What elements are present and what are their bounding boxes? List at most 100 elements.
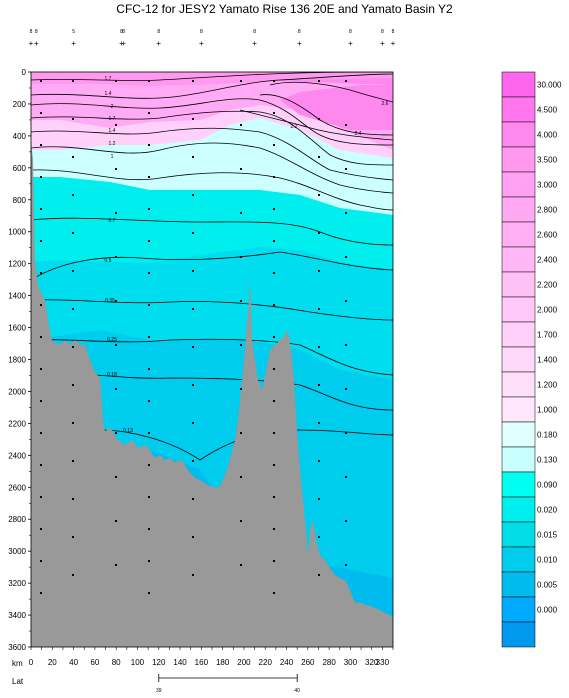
y-tick-label: 0 (22, 68, 27, 77)
sample-dot (240, 124, 242, 126)
color-swatch (501, 346, 536, 373)
color-swatch (501, 171, 536, 198)
sample-dot (240, 476, 242, 478)
station-plus: + (199, 39, 204, 48)
sample-dot (148, 80, 150, 82)
sample-dot (345, 476, 347, 478)
x-tick-label: 300 (344, 658, 358, 667)
contour-1-4 (31, 73, 393, 99)
contour-label: 1.7 (105, 76, 112, 82)
contour-label: 1.4 (105, 91, 112, 97)
y-tick-label: 3400 (8, 611, 26, 620)
sample-dot (148, 560, 150, 562)
y-tick-label: 1000 (8, 228, 26, 237)
sample-dot (40, 80, 42, 82)
x-tick-label: 40 (69, 658, 78, 667)
color-swatch (501, 471, 536, 498)
station-plus: + (252, 39, 257, 48)
sample-dot (192, 308, 194, 310)
sample-dot (240, 168, 242, 170)
sample-dot (148, 528, 150, 530)
y-tick-label: 1600 (8, 324, 26, 333)
sample-dot (72, 422, 74, 424)
sample-dot (318, 384, 320, 386)
sample-dot (192, 194, 194, 196)
station-plus: + (348, 39, 353, 48)
lat-tick-label: 40 (294, 688, 300, 694)
station-label: 8 (157, 29, 160, 35)
y-tick-label: 3000 (8, 547, 26, 556)
sample-dot (115, 124, 117, 126)
sample-dot (192, 156, 194, 158)
sample-dot (345, 168, 347, 170)
contour-label: 2.6 (382, 101, 389, 107)
sample-dot (148, 336, 150, 338)
zone-pink-mid (31, 72, 393, 150)
sample-dot (115, 564, 117, 566)
y-tick-label: 400 (13, 132, 27, 141)
contour-2-2 (239, 109, 393, 141)
station-label: 8 (392, 29, 395, 35)
sample-dot (115, 520, 117, 522)
sample-dot (273, 80, 275, 82)
sample-dot (345, 564, 347, 566)
color-swatch (501, 196, 536, 223)
contour-2 (31, 98, 393, 146)
sample-dot (72, 460, 74, 462)
sample-dot (148, 400, 150, 402)
sample-dot (40, 400, 42, 402)
x-tick-label: 20 (48, 658, 57, 667)
y-tick-label: 1400 (8, 292, 26, 301)
color-scale-label: 4.500 (537, 106, 558, 115)
x-tick-label: 160 (195, 658, 209, 667)
contour-0-5 (31, 251, 393, 281)
sample-dot (148, 464, 150, 466)
sample-dot (273, 336, 275, 338)
station-plus: + (121, 39, 126, 48)
color-scale-label: 1.700 (537, 331, 558, 340)
contour-2-6 (269, 81, 393, 103)
color-swatch (501, 71, 536, 98)
sample-dot (115, 80, 117, 82)
sample-dot (192, 80, 194, 82)
station-label: 8 (298, 29, 301, 35)
color-swatch (501, 121, 536, 148)
y-tick-label: 2600 (8, 483, 26, 492)
color-scale-label: 2.600 (537, 231, 558, 240)
station-plus: + (156, 39, 161, 48)
color-swatch (501, 546, 536, 573)
contour-label: 1.2 (109, 141, 116, 147)
x-tick-label: 220 (259, 658, 273, 667)
sample-dot (318, 498, 320, 500)
sample-dot (40, 464, 42, 466)
station-plus: + (34, 39, 39, 48)
color-scale: 30.000 4.500 4.000 3.500 3.000 2.800 2.600 2.40… (501, 71, 562, 648)
sample-dot (148, 208, 150, 210)
station-label: 8 (120, 29, 123, 35)
sample-dot (72, 308, 74, 310)
lat-axis: 39 40 (156, 674, 300, 694)
sample-dot (273, 240, 275, 242)
sample-dots (40, 80, 347, 594)
zone-pink-dark (31, 72, 393, 130)
sample-dot (40, 112, 42, 114)
contour-label: 0.25 (107, 337, 117, 343)
color-scale-label: 3.000 (537, 181, 558, 190)
contour-label: 1 (111, 154, 114, 160)
sample-dot (115, 256, 117, 258)
sample-dot (40, 528, 42, 530)
color-scale-label: 1.000 (537, 406, 558, 415)
x-tick-label: 240 (280, 658, 294, 667)
station-label: 5 (72, 29, 75, 35)
station-label: 8 (381, 29, 384, 35)
sample-dot (192, 574, 194, 576)
sample-dot (345, 300, 347, 302)
station-label: 8 (200, 29, 203, 35)
color-scale-label: 30.000 (537, 81, 562, 90)
color-swatch (501, 521, 536, 548)
sample-dot (240, 564, 242, 566)
contour-label: 0.13 (123, 428, 133, 434)
x-tick-label: 80 (112, 658, 121, 667)
contour-0-7 (31, 217, 393, 246)
station-plus: + (391, 39, 396, 48)
